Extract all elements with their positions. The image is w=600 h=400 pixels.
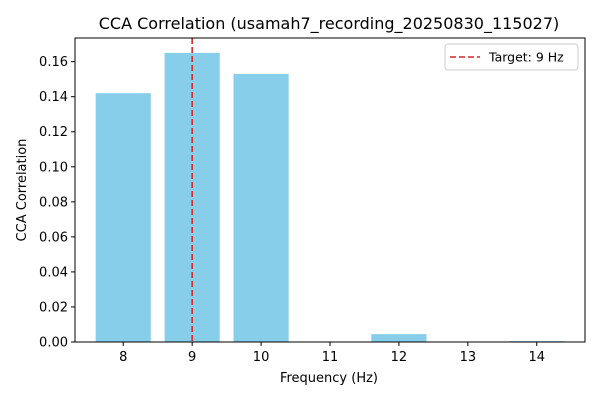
x-axis-label: Frequency (Hz)	[280, 371, 378, 386]
x-tick-label: 13	[460, 350, 477, 365]
axes-group	[74, 37, 586, 343]
y-tick-label: 0.00	[39, 336, 68, 351]
y-axis-label: CCA Correlation	[15, 139, 30, 242]
bar-8hz	[95, 93, 151, 342]
axes-frame	[74, 37, 586, 343]
y-tick-label: 0.16	[39, 55, 68, 70]
x-ticks-group: 8 9 10 11 12 13 14	[119, 342, 545, 365]
y-tick-label: 0.04	[39, 265, 68, 280]
x-tick-label: 8	[119, 350, 127, 365]
legend: Target: 9 Hz	[444, 43, 579, 71]
chart-title: CCA Correlation (usamah7_recording_20250…	[99, 14, 560, 34]
bars-group	[95, 52, 565, 342]
x-tick-label: 11	[322, 350, 339, 365]
y-tick-label: 0.02	[39, 300, 68, 315]
bar-10hz	[233, 73, 289, 342]
y-tick-label: 0.08	[39, 195, 68, 210]
y-tick-label: 0.10	[39, 160, 68, 175]
legend-target-label: Target: 9 Hz	[488, 50, 564, 65]
legend-box	[444, 43, 579, 71]
y-tick-label: 0.12	[39, 125, 68, 140]
x-tick-label: 10	[253, 350, 270, 365]
x-tick-label: 14	[528, 350, 545, 365]
x-tick-label: 12	[391, 350, 408, 365]
x-tick-label: 9	[188, 350, 196, 365]
y-tick-label: 0.14	[39, 90, 68, 105]
y-tick-label: 0.06	[39, 230, 68, 245]
bar-12hz	[371, 334, 427, 342]
y-ticks-group: 0.00 0.02 0.04 0.06 0.08 0.10 0.12 0.14 0.16	[39, 55, 75, 351]
